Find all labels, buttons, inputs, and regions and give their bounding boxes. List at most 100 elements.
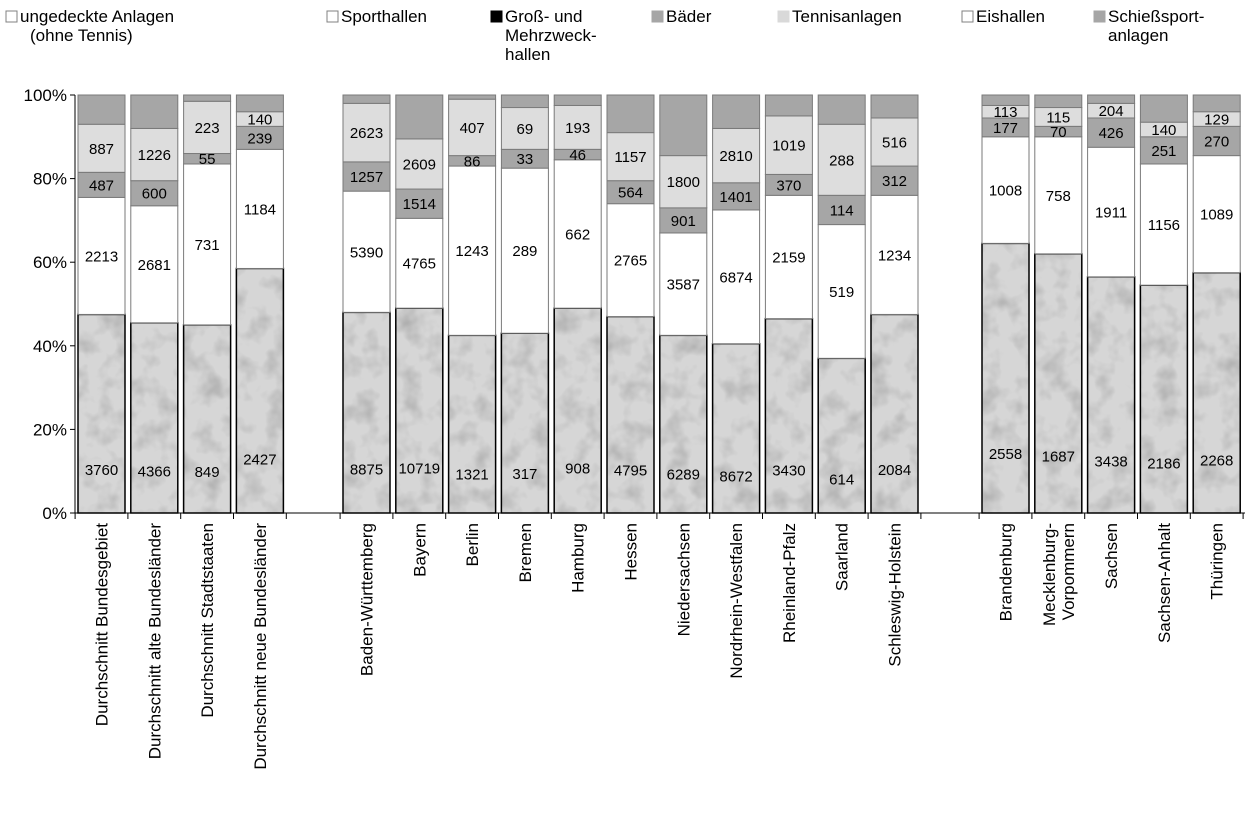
bar-6-texture (448, 335, 496, 513)
bar-5-label-sporthallen: 4765 (403, 256, 436, 273)
bar-19: 2268 1089 270 129 (1192, 94, 1241, 514)
bar-4-label-ungedeckt: 8875 (350, 461, 383, 478)
bar-15-label-tennis: 113 (994, 104, 1018, 121)
bar-11: 8672 6874 1401 2810 (711, 94, 761, 514)
bar-10-label-tennis: 1800 (667, 174, 700, 191)
bar-17-segment-baeder (1087, 117, 1136, 148)
bar-19-label-tennis: 129 (1204, 112, 1229, 129)
bar-10: 6289 3587 901 1800 (659, 94, 708, 514)
bar-12-segment-schiess (764, 94, 813, 117)
x-label-1: Durchschnitt alte Bundesländer (145, 523, 164, 760)
bar-8-segment-sporthallen (553, 159, 602, 309)
x-axis-labels: Durchschnitt Bundesgebiet Durchschnitt al… (93, 523, 1227, 770)
bar-9-texture (607, 316, 654, 513)
y-tick-label-5: 100% (24, 86, 67, 105)
bar-10-label-sporthallen: 3587 (667, 277, 700, 294)
bar-0-segment-tennis (77, 123, 126, 173)
bar-12-segment-sporthallen (764, 194, 813, 320)
bar-18-label-tennis: 140 (1151, 122, 1176, 139)
legend-label-1-0: Sporthallen (341, 7, 427, 26)
bar-9-segment-tennis (606, 132, 655, 182)
bar-2-label-ungedeckt: 849 (195, 464, 220, 481)
bar-7-segment-sporthallen (500, 167, 549, 334)
bar-8-label-tennis: 193 (565, 120, 590, 137)
bar-4-label-baeder: 1257 (350, 169, 383, 186)
bar-16-label-baeder: 70 (1050, 124, 1067, 141)
legend-label-0-1: (ohne Tennis) (30, 26, 133, 45)
bar-9: 4795 2765 564 1157 (606, 94, 655, 514)
bar-16-label-sporthallen: 758 (1046, 188, 1071, 205)
bar-19-label-baeder: 270 (1204, 133, 1229, 150)
bar-13-segment-sporthallen (817, 224, 866, 359)
y-tick-label-2: 40% (33, 337, 67, 356)
bar-14-label-tennis: 516 (882, 135, 907, 152)
bar-15-segment-sporthallen (981, 136, 1030, 244)
bar-11-label-ungedeckt: 8672 (719, 468, 752, 485)
bar-14-texture (871, 314, 918, 513)
bar-11-texture (712, 343, 760, 513)
bar-9-segment-sporthallen (606, 203, 655, 318)
bar-14-label-ungedeckt: 2084 (878, 462, 911, 479)
bar-17-texture (1087, 276, 1135, 513)
legend-label-2-2: hallen (505, 45, 550, 64)
bar-4-label-sporthallen: 5390 (350, 244, 383, 261)
legend-swatch-2 (490, 10, 503, 23)
x-label-18: Sachsen-Anhalt (1155, 523, 1174, 643)
bar-8-label-sporthallen: 662 (565, 226, 590, 243)
bar-15-texture (982, 243, 1029, 513)
legend-item-5: Eishallen (961, 7, 1045, 26)
bar-6-segment-schiess (448, 94, 497, 100)
bar-17: 3438 1911 426 204 (1086, 94, 1136, 514)
bar-0-label-tennis: 887 (89, 141, 114, 158)
bars: 3760 2213 487 887 4366 2681 600 1226 849 731 55 223… (77, 94, 1241, 514)
bar-0-label-ungedeckt: 3760 (85, 462, 118, 479)
legend-swatch-4 (777, 10, 790, 23)
bar-8-label-baeder: 46 (569, 147, 586, 164)
bar-0-segment-baeder (77, 171, 126, 198)
legend-label-4-0: Tennisanlagen (792, 7, 902, 26)
bar-13-label-tennis: 288 (829, 152, 854, 169)
bar-10-label-baeder: 901 (671, 213, 696, 230)
bar-18-label-baeder: 251 (1151, 143, 1176, 160)
x-label-7: Bremen (516, 523, 535, 583)
bar-0-label-baeder: 487 (89, 177, 114, 194)
bar-16-segment-schiess (1034, 94, 1083, 109)
bar-5-segment-sporthallen (395, 217, 444, 309)
legend-label-0-0: ungedeckte Anlagen (20, 7, 174, 26)
bar-1-segment-baeder (130, 180, 179, 207)
bar-12-label-baeder: 370 (776, 177, 801, 194)
bar-16-label-tennis: 115 (1046, 109, 1070, 126)
bar-8: 908 662 46 193 (553, 94, 602, 514)
bar-8-texture (554, 308, 602, 513)
bar-14-segment-tennis (870, 117, 919, 167)
bar-0-label-sporthallen: 2213 (85, 248, 118, 265)
bar-3-segment-schiess (235, 94, 284, 113)
bar-6: 1321 1243 86 407 (447, 94, 497, 514)
legend-item-0: ungedeckte Anlagen (ohne Tennis) (5, 7, 174, 45)
bar-13-label-ungedeckt: 614 (829, 471, 854, 488)
bar-12: 3430 2159 370 1019 (764, 94, 814, 514)
bar-7-label-tennis: 69 (517, 121, 534, 138)
bar-17-label-tennis: 204 (1099, 103, 1124, 120)
bar-17-label-baeder: 426 (1099, 125, 1124, 142)
x-label-8: Hamburg (569, 523, 588, 593)
bar-5-label-ungedeckt: 10719 (398, 460, 440, 477)
bar-12-label-ungedeckt: 3430 (772, 463, 805, 480)
bar-1-segment-schiess (130, 94, 179, 129)
bar-11-segment-schiess (712, 94, 761, 129)
bar-9-label-tennis: 1157 (614, 149, 646, 166)
x-label-17: Sachsen (1102, 523, 1121, 589)
x-label-16-1: Vorpommern (1059, 523, 1078, 620)
bar-3-label-ungedeckt: 2427 (243, 452, 276, 469)
bar-13-segment-tennis (817, 123, 866, 196)
bar-5: 10719 4765 1514 2609 (395, 94, 444, 514)
bar-11-label-sporthallen: 6874 (719, 269, 752, 286)
bar-4-texture (343, 312, 390, 513)
bar-0: 3760 2213 487 887 (77, 94, 126, 514)
bar-10-segment-baeder (659, 207, 708, 234)
bar-18-segment-baeder (1139, 136, 1188, 165)
bar-19-segment-schiess (1192, 94, 1241, 113)
y-tick-label-1: 20% (33, 420, 67, 439)
